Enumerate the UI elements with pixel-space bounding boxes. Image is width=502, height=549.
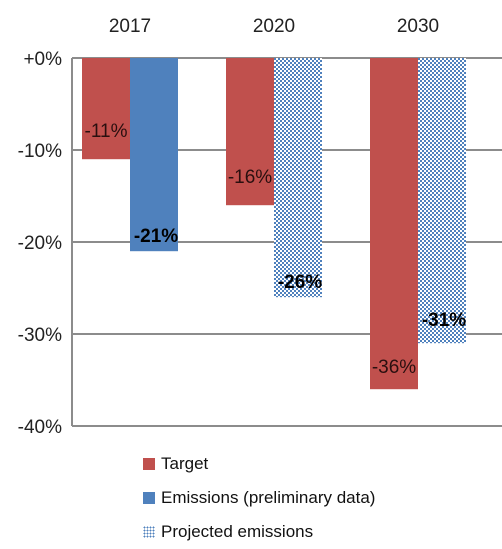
legend-item-projected: Projected emissions: [143, 515, 375, 549]
bar-target-2020: [226, 58, 274, 206]
legend-label-target: Target: [161, 454, 209, 473]
category-label: 2030: [397, 16, 439, 37]
data-label: -21%: [134, 226, 178, 247]
bar-projected-emissions-2030: [418, 58, 466, 344]
y-tick-label: -20%: [18, 233, 62, 254]
data-label: -31%: [422, 310, 466, 331]
bar-projected-emissions-2020: [274, 58, 322, 298]
legend-item-emissions: Emissions (preliminary data): [143, 481, 375, 515]
legend-swatch-target: [143, 458, 155, 470]
data-label: -11%: [85, 121, 128, 142]
emissions-bar-chart: +0% -10% -20% -30% -40% 2017 2020 2030 -11% -21% -…: [18, 16, 502, 438]
category-label: 2017: [109, 16, 151, 37]
y-tick-label: -10%: [18, 141, 62, 162]
legend-label-projected: Projected emissions: [161, 522, 314, 541]
y-tick-label: -30%: [18, 325, 62, 346]
data-label: -36%: [372, 357, 416, 378]
data-label: -26%: [278, 272, 322, 293]
category-label: 2020: [253, 16, 295, 37]
data-label: -16%: [228, 167, 272, 188]
legend-swatch-projected: [143, 526, 155, 538]
bar-emissions-preliminary-data-2017: [130, 58, 178, 252]
legend-item-target: Target: [143, 447, 375, 481]
legend-swatch-emissions: [143, 492, 155, 504]
legend-label-emissions: Emissions (preliminary data): [161, 488, 376, 507]
y-tick-label: -40%: [18, 417, 62, 438]
y-tick-label: +0%: [23, 49, 62, 70]
bar-target-2017: [82, 58, 130, 160]
legend: Target Emissions (preliminary data) Proj…: [143, 447, 375, 549]
bar-target-2030: [370, 58, 418, 390]
